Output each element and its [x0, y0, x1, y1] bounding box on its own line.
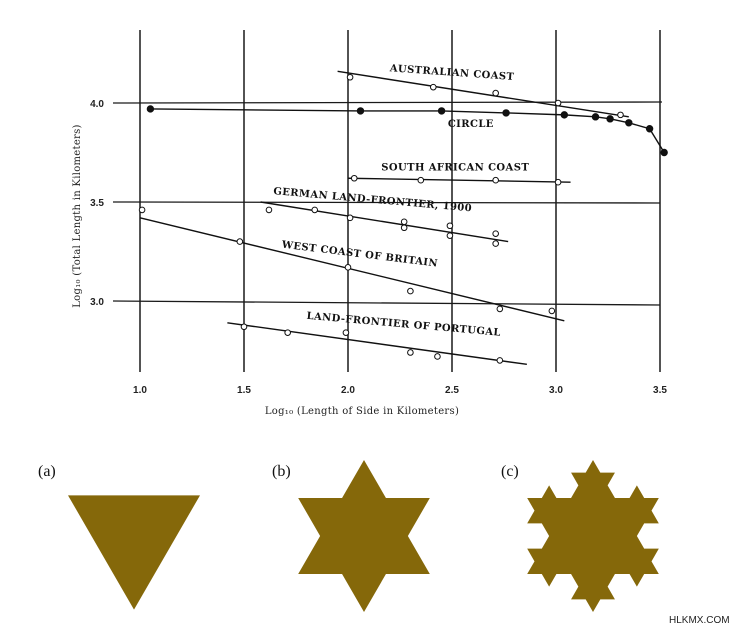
chart-points [138, 73, 668, 364]
data-point [342, 329, 350, 336]
panel-label-a: (a) [38, 463, 56, 480]
data-point [146, 105, 155, 113]
data-point [492, 230, 499, 237]
x-tick-label: 3.0 [549, 385, 563, 396]
data-point [240, 323, 248, 331]
data-point [434, 353, 441, 360]
x-tick-label: 2.5 [445, 385, 459, 396]
data-point [554, 178, 562, 186]
data-point [446, 222, 454, 230]
grid-line-y-0 [112, 101, 663, 104]
data-point [346, 73, 354, 81]
data-point [429, 83, 437, 91]
y-tick-label: 3.0 [90, 297, 104, 308]
data-point [554, 99, 562, 107]
y-axis-label: Log₁₀ (Total Length in Kilometers) [72, 124, 83, 308]
fit-line-1 [150, 108, 665, 153]
x-tick-label: 1.0 [133, 385, 147, 396]
fractal-fill [527, 460, 659, 612]
data-point [548, 307, 556, 315]
data-point [496, 305, 504, 313]
data-point [265, 206, 273, 214]
y-tick-label: 4.0 [90, 99, 104, 110]
data-point [645, 125, 654, 133]
fit-line-0 [337, 70, 629, 118]
koch-star-shape [298, 460, 430, 612]
data-point [400, 224, 408, 232]
series-label: CIRCLE [448, 119, 494, 130]
data-point [502, 109, 510, 117]
series-label: WEST COAST OF BRITAIN [280, 239, 438, 269]
x-tick-label: 3.5 [653, 385, 667, 396]
fit-line-4 [139, 217, 565, 322]
data-point [606, 115, 614, 123]
data-point [417, 176, 425, 184]
watermark: HLKMX.COM [669, 615, 730, 626]
x-tick-label: 1.5 [237, 385, 251, 396]
fractal-fill [68, 495, 200, 610]
chart-fit-lines [139, 70, 665, 366]
koch-triangle-shape [68, 495, 200, 610]
fit-line-3 [260, 201, 509, 243]
data-point [236, 238, 244, 245]
grid-line-y-1 [112, 201, 661, 204]
data-point [407, 287, 414, 295]
data-point [660, 148, 668, 157]
y-tick-label: 3.5 [90, 198, 104, 209]
data-point [407, 349, 414, 356]
data-point [446, 232, 454, 239]
panel-label-b: (b) [272, 463, 291, 480]
series-label: LAND-FRONTIER OF PORTUGAL [306, 311, 501, 339]
data-point [437, 107, 446, 115]
data-point [496, 357, 504, 364]
data-point [492, 89, 499, 97]
chart-ticks: 1.0 1.5 2.0 2.5 3.0 3.5 3.0 3.5 4.0 [90, 99, 667, 396]
data-point [350, 174, 358, 182]
data-point [560, 111, 569, 119]
data-point [311, 206, 319, 214]
data-point [356, 107, 365, 115]
data-point [492, 240, 499, 247]
data-point [492, 176, 499, 184]
panel-label-c: (c) [501, 463, 519, 480]
fractal-fill [298, 460, 430, 612]
x-axis-label: Log₁₀ (Length of Side in Kilometers) [265, 406, 459, 417]
fit-line-5 [227, 322, 527, 366]
data-point [344, 264, 352, 271]
data-point [138, 206, 146, 214]
data-point [400, 218, 408, 226]
chart-grid [112, 30, 663, 372]
x-tick-label: 2.0 [341, 385, 355, 396]
data-point [617, 111, 624, 119]
data-point [346, 214, 354, 222]
data-point [591, 113, 600, 121]
koch-snowflake-shape [527, 460, 659, 612]
data-point [625, 119, 633, 127]
grid-line-y-2 [112, 300, 661, 306]
data-point [284, 329, 291, 336]
series-label: SOUTH AFRICAN COAST [381, 162, 529, 173]
series-label: GERMAN LAND-FRONTIER, 1900 [273, 186, 473, 214]
fit-line-2 [347, 177, 571, 183]
